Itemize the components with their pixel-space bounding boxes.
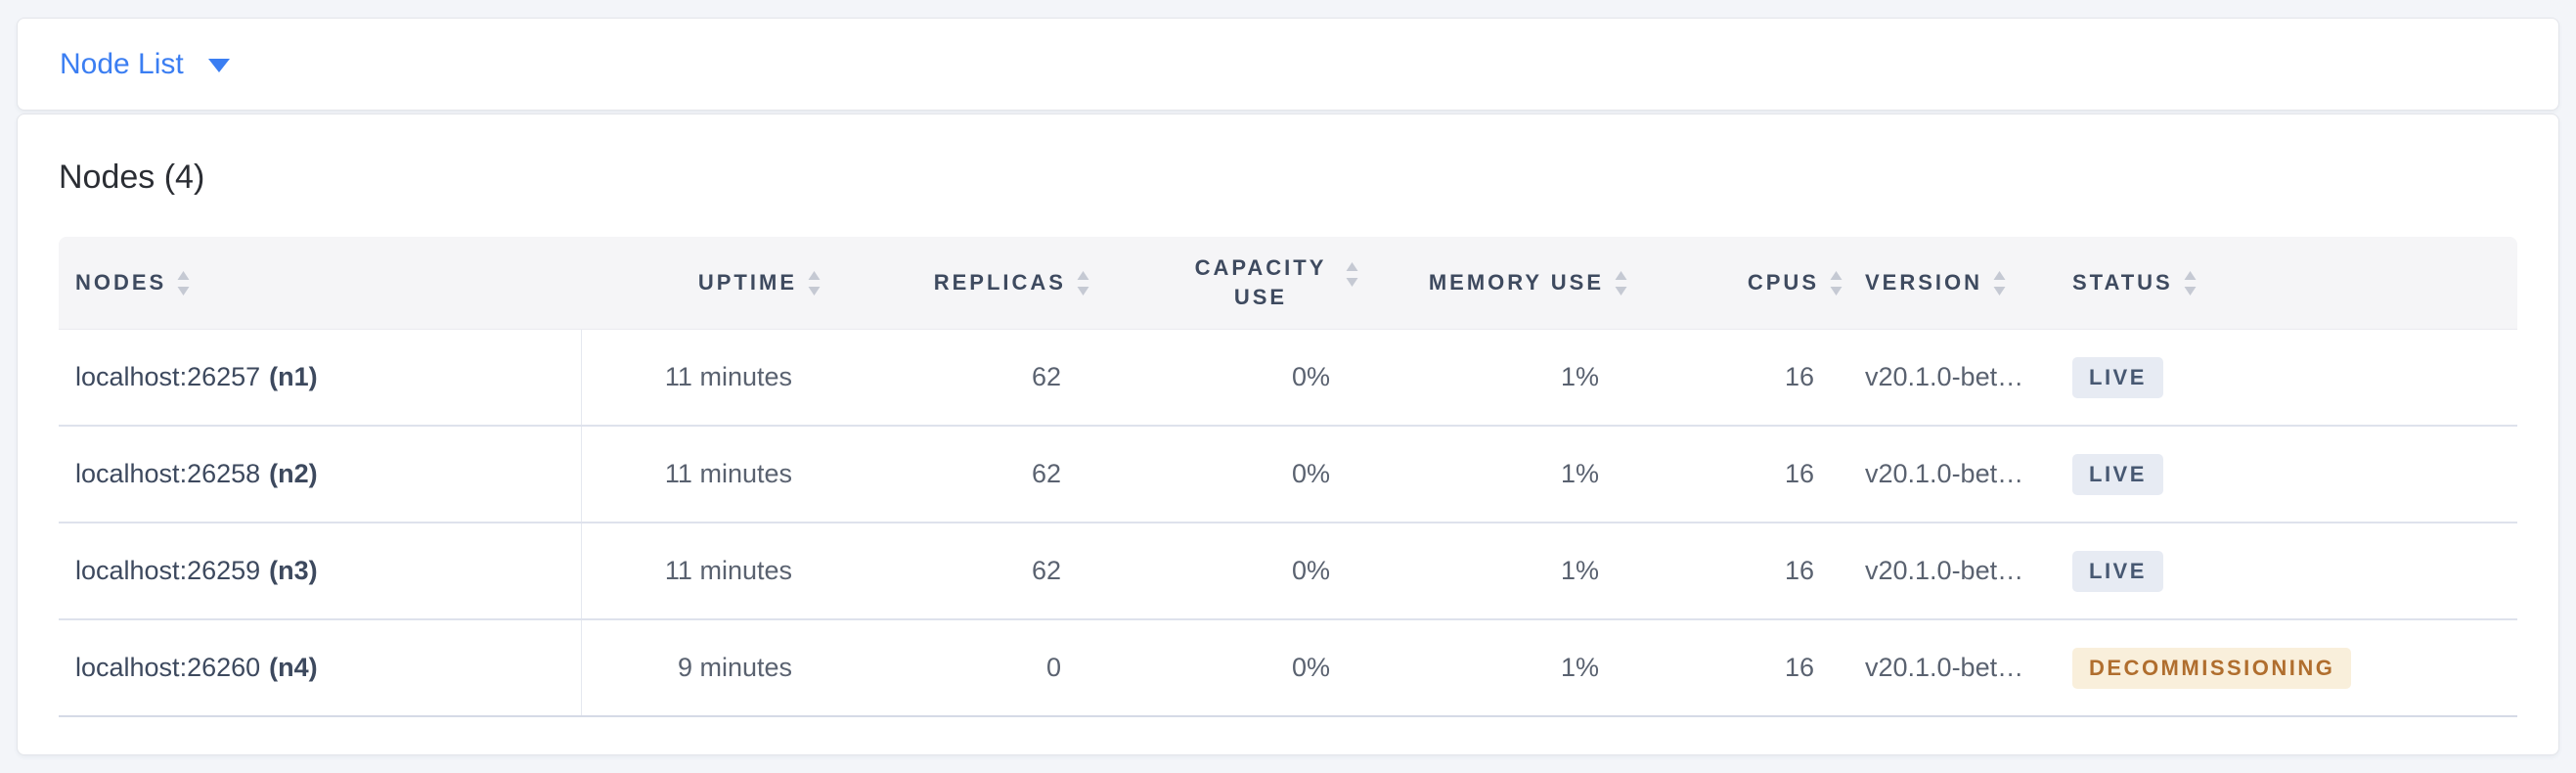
status-badge: LIVE [2072,550,2163,592]
sort-icon [176,270,191,296]
cpus-cell: 16 [1628,523,1843,620]
uptime-cell: 11 minutes [581,426,822,523]
node-address-cell: localhost:26257 (n1) [59,329,582,427]
table-row: localhost:26260 (n4) 9 minutes 0 0% 1% 16… [59,619,2517,717]
view-selector-card: Node List [17,18,2559,111]
replicas-cell: 62 [822,426,1090,523]
replicas-cell: 62 [822,329,1090,427]
page-title: Nodes (4) [59,159,205,196]
status-cell: LIVE [2059,426,2517,523]
node-address-cell: localhost:26258 (n2) [59,426,582,523]
uptime-cell: 9 minutes [581,619,822,717]
column-header-uptime[interactable]: UPTIME [581,237,822,330]
sort-icon [807,270,822,296]
column-header-version[interactable]: VERSION [1843,237,2059,330]
node-address-cell: localhost:26259 (n3) [59,523,582,620]
node-address-link[interactable]: localhost:26260 [75,653,261,682]
replicas-cell: 62 [822,523,1090,620]
status-badge: LIVE [2072,453,2163,495]
status-cell: LIVE [2059,329,2517,427]
column-header-cpus[interactable]: CPUS [1628,237,1843,330]
sort-icon [2183,270,2198,296]
capacity-use-cell: 0% [1090,523,1359,620]
page: Node List Nodes (4) NODES [17,18,2559,755]
capacity-use-cell: 0% [1090,619,1359,717]
node-address-cell: localhost:26260 (n4) [59,619,582,717]
node-address-link[interactable]: localhost:26258 [75,459,261,488]
column-header-status[interactable]: STATUS [2059,237,2517,330]
sort-icon [1829,270,1843,296]
cpus-cell: 16 [1628,426,1843,523]
version-cell: v20.1.0-bet… [1843,523,2059,620]
node-list-dropdown-label: Node List [60,47,184,80]
version-cell: v20.1.0-bet… [1843,426,2059,523]
column-header-replicas[interactable]: REPLICAS [822,237,1090,330]
capacity-use-cell: 0% [1090,329,1359,427]
node-id: (n4) [269,653,318,682]
caret-down-icon [207,59,230,72]
uptime-cell: 11 minutes [581,329,822,427]
sort-icon [1345,261,1359,288]
status-cell: LIVE [2059,523,2517,620]
column-header-memory-use[interactable]: MEMORY USE [1359,237,1628,330]
sort-icon [1076,270,1090,296]
table-row: localhost:26259 (n3) 11 minutes 62 0% 1% … [59,523,2517,620]
version-cell: v20.1.0-bet… [1843,619,2059,717]
version-cell: v20.1.0-bet… [1843,329,2059,427]
sort-icon [1992,270,2007,296]
node-list-dropdown[interactable]: Node List [60,48,230,81]
status-badge: DECOMMISSIONING [2072,647,2352,689]
memory-use-cell: 1% [1359,523,1628,620]
table-row: localhost:26258 (n2) 11 minutes 62 0% 1% … [59,426,2517,523]
node-id: (n3) [269,556,318,585]
cpus-cell: 16 [1628,619,1843,717]
cpus-cell: 16 [1628,329,1843,427]
memory-use-cell: 1% [1359,619,1628,717]
status-cell: DECOMMISSIONING [2059,619,2517,717]
table-row: localhost:26257 (n1) 11 minutes 62 0% 1% … [59,329,2517,427]
status-badge: LIVE [2072,356,2163,398]
nodes-panel: Nodes (4) NODES UPTIME [17,114,2559,755]
node-id: (n1) [269,362,318,391]
memory-use-cell: 1% [1359,426,1628,523]
node-id: (n2) [269,459,318,488]
capacity-use-cell: 0% [1090,426,1359,523]
column-header-capacity-use[interactable]: CAPACITY USE [1090,237,1359,330]
uptime-cell: 11 minutes [581,523,822,620]
nodes-table: NODES UPTIME REPLICAS [59,237,2517,717]
column-header-nodes[interactable]: NODES [59,237,581,330]
node-address-link[interactable]: localhost:26257 [75,362,261,391]
replicas-cell: 0 [822,619,1090,717]
memory-use-cell: 1% [1359,329,1628,427]
node-address-link[interactable]: localhost:26259 [75,556,261,585]
sort-icon [1614,270,1628,296]
table-header-row: NODES UPTIME REPLICAS [59,237,2517,330]
